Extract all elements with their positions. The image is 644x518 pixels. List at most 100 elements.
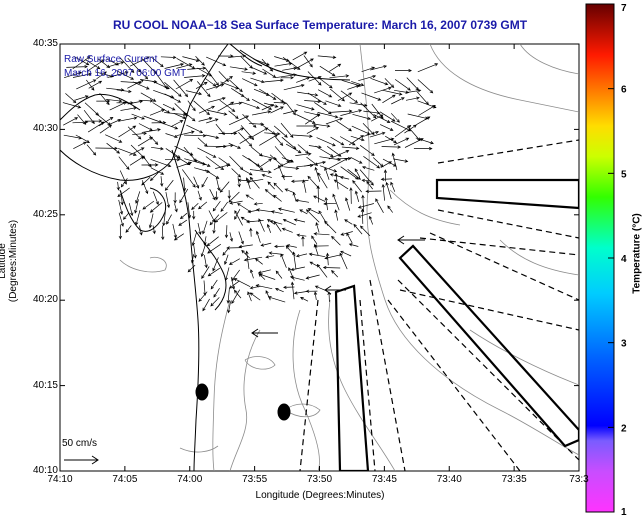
current-vector — [234, 210, 243, 226]
current-vector — [212, 200, 221, 212]
current-vector — [270, 106, 284, 114]
current-vector — [360, 102, 377, 119]
current-vector — [229, 232, 234, 242]
current-vector — [226, 246, 242, 250]
current-vector — [207, 267, 220, 277]
current-vector — [305, 289, 318, 293]
current-vector — [351, 81, 365, 87]
current-vectors — [62, 51, 439, 314]
current-vector — [295, 198, 310, 203]
current-vector — [238, 231, 244, 245]
current-vector — [379, 111, 396, 122]
x-tick-label: 74:05 — [112, 474, 138, 485]
current-vector — [209, 189, 216, 201]
current-vector — [228, 258, 240, 265]
transect-dashed — [359, 299, 376, 471]
current-vector — [266, 223, 272, 234]
current-vector — [296, 104, 315, 111]
current-vector — [217, 101, 235, 112]
current-vector — [132, 131, 147, 136]
current-vector — [206, 118, 219, 124]
current-vector — [285, 143, 302, 154]
current-vector — [123, 212, 130, 220]
colorbar-tick-label: 7 — [621, 3, 627, 14]
current-vector — [118, 199, 124, 215]
current-vector — [281, 227, 293, 233]
current-vector — [295, 253, 308, 258]
current-vector — [117, 187, 130, 197]
colorbar-tick-label: 6 — [621, 85, 627, 96]
annotation-line-2: March 16, 2007 06:00 GMT — [64, 68, 187, 79]
current-vector — [120, 106, 138, 111]
current-vector — [215, 191, 219, 201]
current-vector — [87, 121, 105, 133]
current-vector — [361, 178, 372, 183]
current-vector — [259, 154, 278, 161]
current-vector — [406, 89, 422, 93]
current-vector — [357, 212, 372, 218]
current-vector — [306, 127, 319, 134]
current-vector — [391, 97, 405, 105]
current-vector — [315, 145, 334, 157]
current-vector — [361, 194, 365, 213]
current-vector — [231, 289, 241, 304]
current-vector — [191, 203, 199, 211]
current-vector — [307, 71, 322, 86]
current-vector — [283, 166, 300, 170]
current-vector — [255, 230, 261, 243]
current-vector — [226, 288, 230, 304]
current-vector — [282, 66, 298, 71]
current-vector — [120, 191, 124, 206]
current-vector — [106, 142, 120, 154]
current-vector — [129, 156, 145, 166]
current-vector — [228, 79, 243, 93]
current-vector — [182, 169, 196, 188]
current-vector — [305, 113, 321, 125]
current-vector — [228, 142, 242, 149]
current-vector — [195, 81, 208, 90]
current-vector — [166, 214, 172, 225]
current-vector — [140, 92, 157, 102]
current-vector — [228, 54, 247, 58]
transect-dashed — [437, 139, 579, 164]
current-vector — [118, 125, 137, 138]
x-tick-label: 74:00 — [177, 474, 203, 485]
current-vector — [418, 105, 436, 116]
current-vector — [293, 291, 308, 295]
current-vector — [249, 169, 272, 174]
current-vector — [328, 158, 349, 169]
current-vector — [299, 297, 309, 302]
current-vector — [313, 243, 319, 256]
current-vector — [249, 176, 260, 189]
current-vector — [340, 250, 352, 257]
current-vector — [106, 61, 125, 68]
colorbar-tick-label: 2 — [621, 423, 627, 434]
colorbar-ticks: 1 2 3 4 5 6 7 — [608, 3, 627, 518]
current-vector — [348, 135, 364, 146]
current-vector — [150, 158, 172, 168]
current-vector — [274, 244, 285, 249]
x-tick-label: 73:55 — [242, 474, 268, 485]
current-vector — [284, 188, 295, 194]
x-tick-label: 73:35 — [501, 474, 527, 485]
current-vector — [88, 80, 103, 89]
current-vector — [95, 71, 115, 78]
current-vector — [210, 279, 218, 290]
current-vector — [311, 235, 318, 245]
current-vector — [96, 99, 111, 103]
current-vector — [162, 211, 166, 227]
current-vector — [347, 169, 362, 180]
figure-title: RU COOL NOAA−18 Sea Surface Temperature:… — [112, 18, 528, 32]
current-vector — [350, 156, 363, 164]
current-vector — [164, 82, 182, 97]
current-vector — [283, 83, 305, 91]
current-vector — [62, 102, 82, 109]
current-vector — [105, 98, 123, 103]
current-vector — [316, 263, 328, 278]
current-vector — [193, 176, 200, 189]
current-vector — [354, 190, 360, 202]
current-vector — [229, 200, 243, 205]
current-vector — [206, 56, 227, 67]
current-vector — [118, 148, 137, 156]
current-vector — [193, 100, 210, 116]
